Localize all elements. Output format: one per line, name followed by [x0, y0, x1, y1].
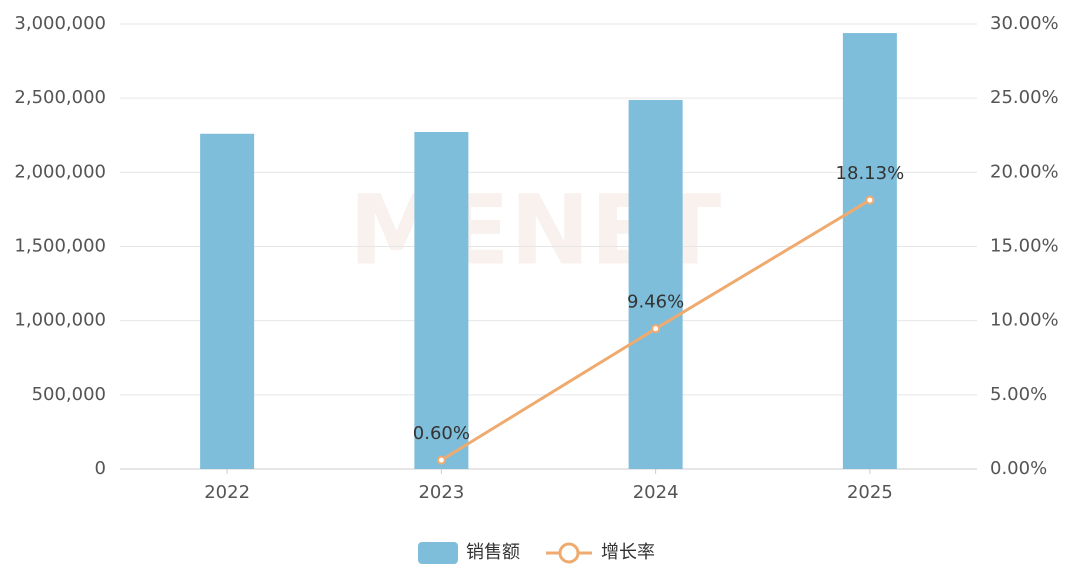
y2-tick-label: 5.00%: [990, 384, 1047, 405]
y2-tick-label: 10.00%: [990, 310, 1059, 331]
x-tick-label: 2022: [204, 482, 250, 503]
y2-tick-label: 30.00%: [990, 13, 1059, 34]
bar: [842, 33, 897, 469]
legend-label: 销售额: [466, 542, 520, 563]
line-point: [436, 455, 446, 465]
data-label: 0.60%: [413, 423, 470, 444]
x-tick-label: 2024: [633, 482, 679, 503]
y2-tick-label: 20.00%: [990, 161, 1059, 182]
y-tick-label: 3,000,000: [14, 13, 106, 34]
y-tick-label: 2,500,000: [14, 87, 106, 108]
legend-swatch: [418, 542, 458, 564]
bar: [628, 99, 683, 470]
x-tick-label: 2025: [847, 482, 893, 503]
y-tick-label: 2,000,000: [14, 161, 106, 182]
legend-swatch: [558, 542, 580, 564]
y2-tick-label: 0.00%: [990, 458, 1047, 479]
y-tick-label: 500,000: [32, 384, 106, 405]
y2-tick-label: 15.00%: [990, 236, 1059, 257]
legend-label: 增长率: [601, 542, 655, 563]
line-point: [651, 324, 661, 334]
line-point: [865, 195, 875, 205]
y-tick-label: 1,500,000: [14, 236, 106, 257]
y2-tick-label: 25.00%: [990, 87, 1059, 108]
data-label: 18.13%: [836, 163, 905, 184]
x-tick-label: 2023: [418, 482, 464, 503]
data-label: 9.46%: [627, 292, 684, 313]
bar: [414, 131, 469, 469]
bar: [200, 133, 255, 469]
y-tick-label: 1,000,000: [14, 310, 106, 331]
y-tick-label: 0: [95, 458, 106, 479]
